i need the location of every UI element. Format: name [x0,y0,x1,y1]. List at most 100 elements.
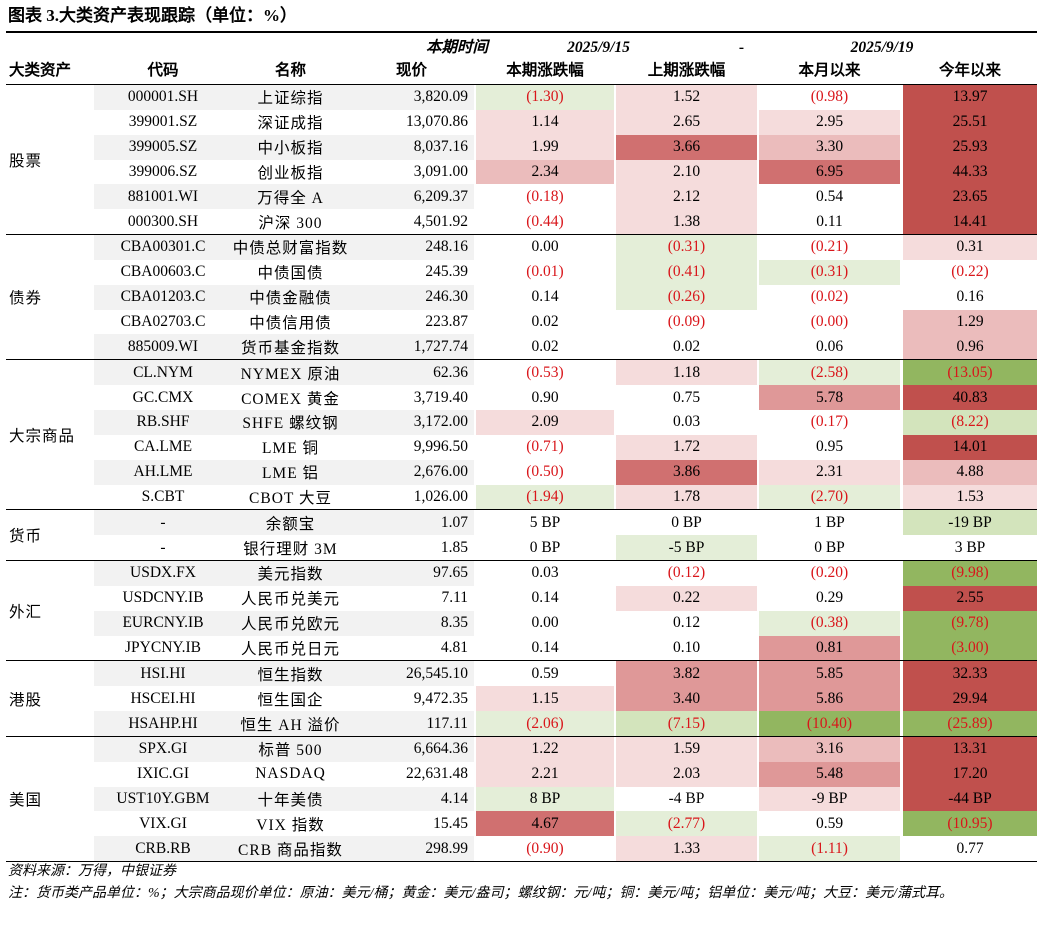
ytd-change: 0.77 [956,839,984,857]
row-band [94,711,474,736]
current-change: 0.14 [531,638,559,656]
table-row: RB.SHF SHFE 螺纹钢 3,172.00 2.09 0.03 (0.17) (8.2… [94,409,1037,435]
asset-code: 399005.SZ [128,138,198,156]
table-row: 399006.SZ 创业板指 3,091.00 2.34 2.10 6.95 44.33 [94,159,1037,185]
mtd-change: (0.31) [759,259,900,285]
source-note: 资料来源：万得，中银证券 [8,864,176,879]
prev-change: 0 BP [671,513,702,531]
table-row: 399005.SZ 中小板指 8,037.16 1.99 3.66 3.30 25.93 [94,134,1037,160]
mtd-change: (0.21) [810,238,849,256]
asset-group: 外汇 USDX.FX 美元指数 97.65 0.03 (0.12) (0.20) (9.98)… [6,561,1037,662]
prev-change: 1.33 [616,836,757,862]
prev-change: 3.66 [616,134,757,160]
current-change: 4.67 [476,811,614,837]
asset-name: 中债信用债 [249,315,332,333]
asset-price: 223.87 [425,313,468,331]
prev-change: -5 BP [616,535,757,561]
asset-code: CRB.RB [135,839,191,857]
asset-code: 000001.SH [127,88,199,106]
mtd-change: (10.40) [759,711,900,736]
mtd-change: (0.00) [810,313,849,331]
table-row: JPYCNY.IB 人民币兑日元 4.81 0.14 0.10 0.81 (3.00) [94,635,1037,661]
prev-change: 2.03 [616,761,757,787]
table-row: S.CBT CBOT 大豆 1,026.00 (1.94) 1.78 (2.70) 1.53 [94,484,1037,510]
asset-price: 6,209.37 [413,187,468,205]
ytd-change: 0.31 [903,235,1037,260]
mtd-change: (0.17) [810,413,849,431]
row-band [94,184,474,210]
asset-name: LME 铜 [261,440,320,458]
row-band [94,409,474,435]
asset-group: 美国 SPX.GI 标普 500 6,664.36 1.22 1.59 3.16 13.31 I… [6,736,1037,863]
table-row: - 余额宝 1.07 5 BP 0 BP 1 BP -19 BP [94,510,1037,536]
header-code: 代码 [147,62,179,79]
asset-price: 7.11 [441,589,468,607]
current-change: 5 BP [529,513,561,531]
asset-price: 298.99 [425,839,468,857]
current-change: 1.22 [476,736,614,762]
ytd-change: 14.41 [903,209,1037,235]
asset-price: 9,472.35 [413,689,468,707]
ytd-change: 3 BP [954,538,986,556]
asset-group-label: 美国 [9,792,43,810]
ytd-change: 29.94 [903,686,1037,712]
row-band [94,510,474,536]
ytd-change: -19 BP [903,510,1037,536]
ytd-change: 1.29 [903,309,1037,335]
asset-name: 货币基金指数 [240,339,340,357]
current-change: 1.99 [476,134,614,160]
ytd-change: 25.51 [903,109,1037,135]
asset-name: VIX 指数 [256,816,325,834]
mtd-change: (0.20) [810,564,849,582]
asset-price: 3,719.40 [413,388,468,406]
asset-code: CBA02703.C [120,313,206,331]
table-header: 本期时间 2025/9/15 - 2025/9/19 大类资产 代码 名称 现价… [6,35,1037,85]
table-row: CBA00603.C 中债国债 245.39 (0.01) (0.41) (0.31) (0… [94,259,1037,285]
prev-change: 1.59 [616,736,757,762]
header-current-date: 2025/9/19 [850,39,914,56]
current-change: (0.71) [526,438,564,456]
current-change: 0.14 [531,288,559,306]
current-change: (1.30) [476,85,614,110]
asset-group: 债券 CBA00301.C 中债总财富指数 248.16 0.00 (0.31) (0.21… [6,235,1037,361]
ytd-change: 32.33 [903,661,1037,687]
prev-change: 3.40 [616,686,757,712]
asset-code: 881001.WI [127,187,199,205]
current-change: 0.02 [531,337,559,355]
prev-change: 2.12 [616,184,757,210]
mtd-change: 0.59 [815,814,844,832]
ytd-change: -44 BP [903,786,1037,812]
ytd-change: 1.53 [903,484,1037,510]
asset-name: 中小板指 [257,140,324,158]
asset-code: 885009.WI [127,337,199,355]
asset-name: 十年美债 [257,792,324,810]
asset-code: GC.CMX [132,388,194,406]
table-row: 000300.SH 沪深 300 4,501.92 (0.44) 1.38 0.11 14.… [94,209,1037,235]
asset-price: 97.65 [433,564,468,582]
asset-code: CL.NYM [133,363,193,381]
prev-change: 0.75 [672,388,701,406]
mtd-change: 2.95 [759,109,900,135]
asset-price: 117.11 [426,714,468,732]
ytd-change: (9.78) [903,610,1037,636]
asset-name: COMEX 黄金 [241,390,340,408]
asset-name: NASDAQ [255,765,326,783]
ytd-change: 4.88 [903,459,1037,485]
mtd-change: 0.11 [816,212,843,230]
ytd-change: 14.01 [903,434,1037,460]
asset-price: 1,727.74 [413,337,468,355]
asset-code: HSAHP.HI [128,714,198,732]
mtd-change: (0.02) [810,288,849,306]
asset-code: SPX.GI [138,740,188,758]
current-change: 1.14 [476,109,614,135]
table-row: - 银行理财 3M 1.85 0 BP -5 BP 0 BP 3 BP [94,535,1037,561]
mtd-change: (1.11) [759,836,900,862]
prev-change: 1.38 [616,209,757,235]
prev-change: (0.41) [616,259,757,285]
asset-price: 26,545.10 [406,664,468,682]
ytd-change: (13.05) [903,360,1037,386]
mtd-change: 0.29 [815,589,844,607]
prev-change: 0.02 [672,337,701,355]
asset-name: 恒生 AH 溢价 [240,716,341,734]
asset-name: LME 铝 [261,465,320,483]
